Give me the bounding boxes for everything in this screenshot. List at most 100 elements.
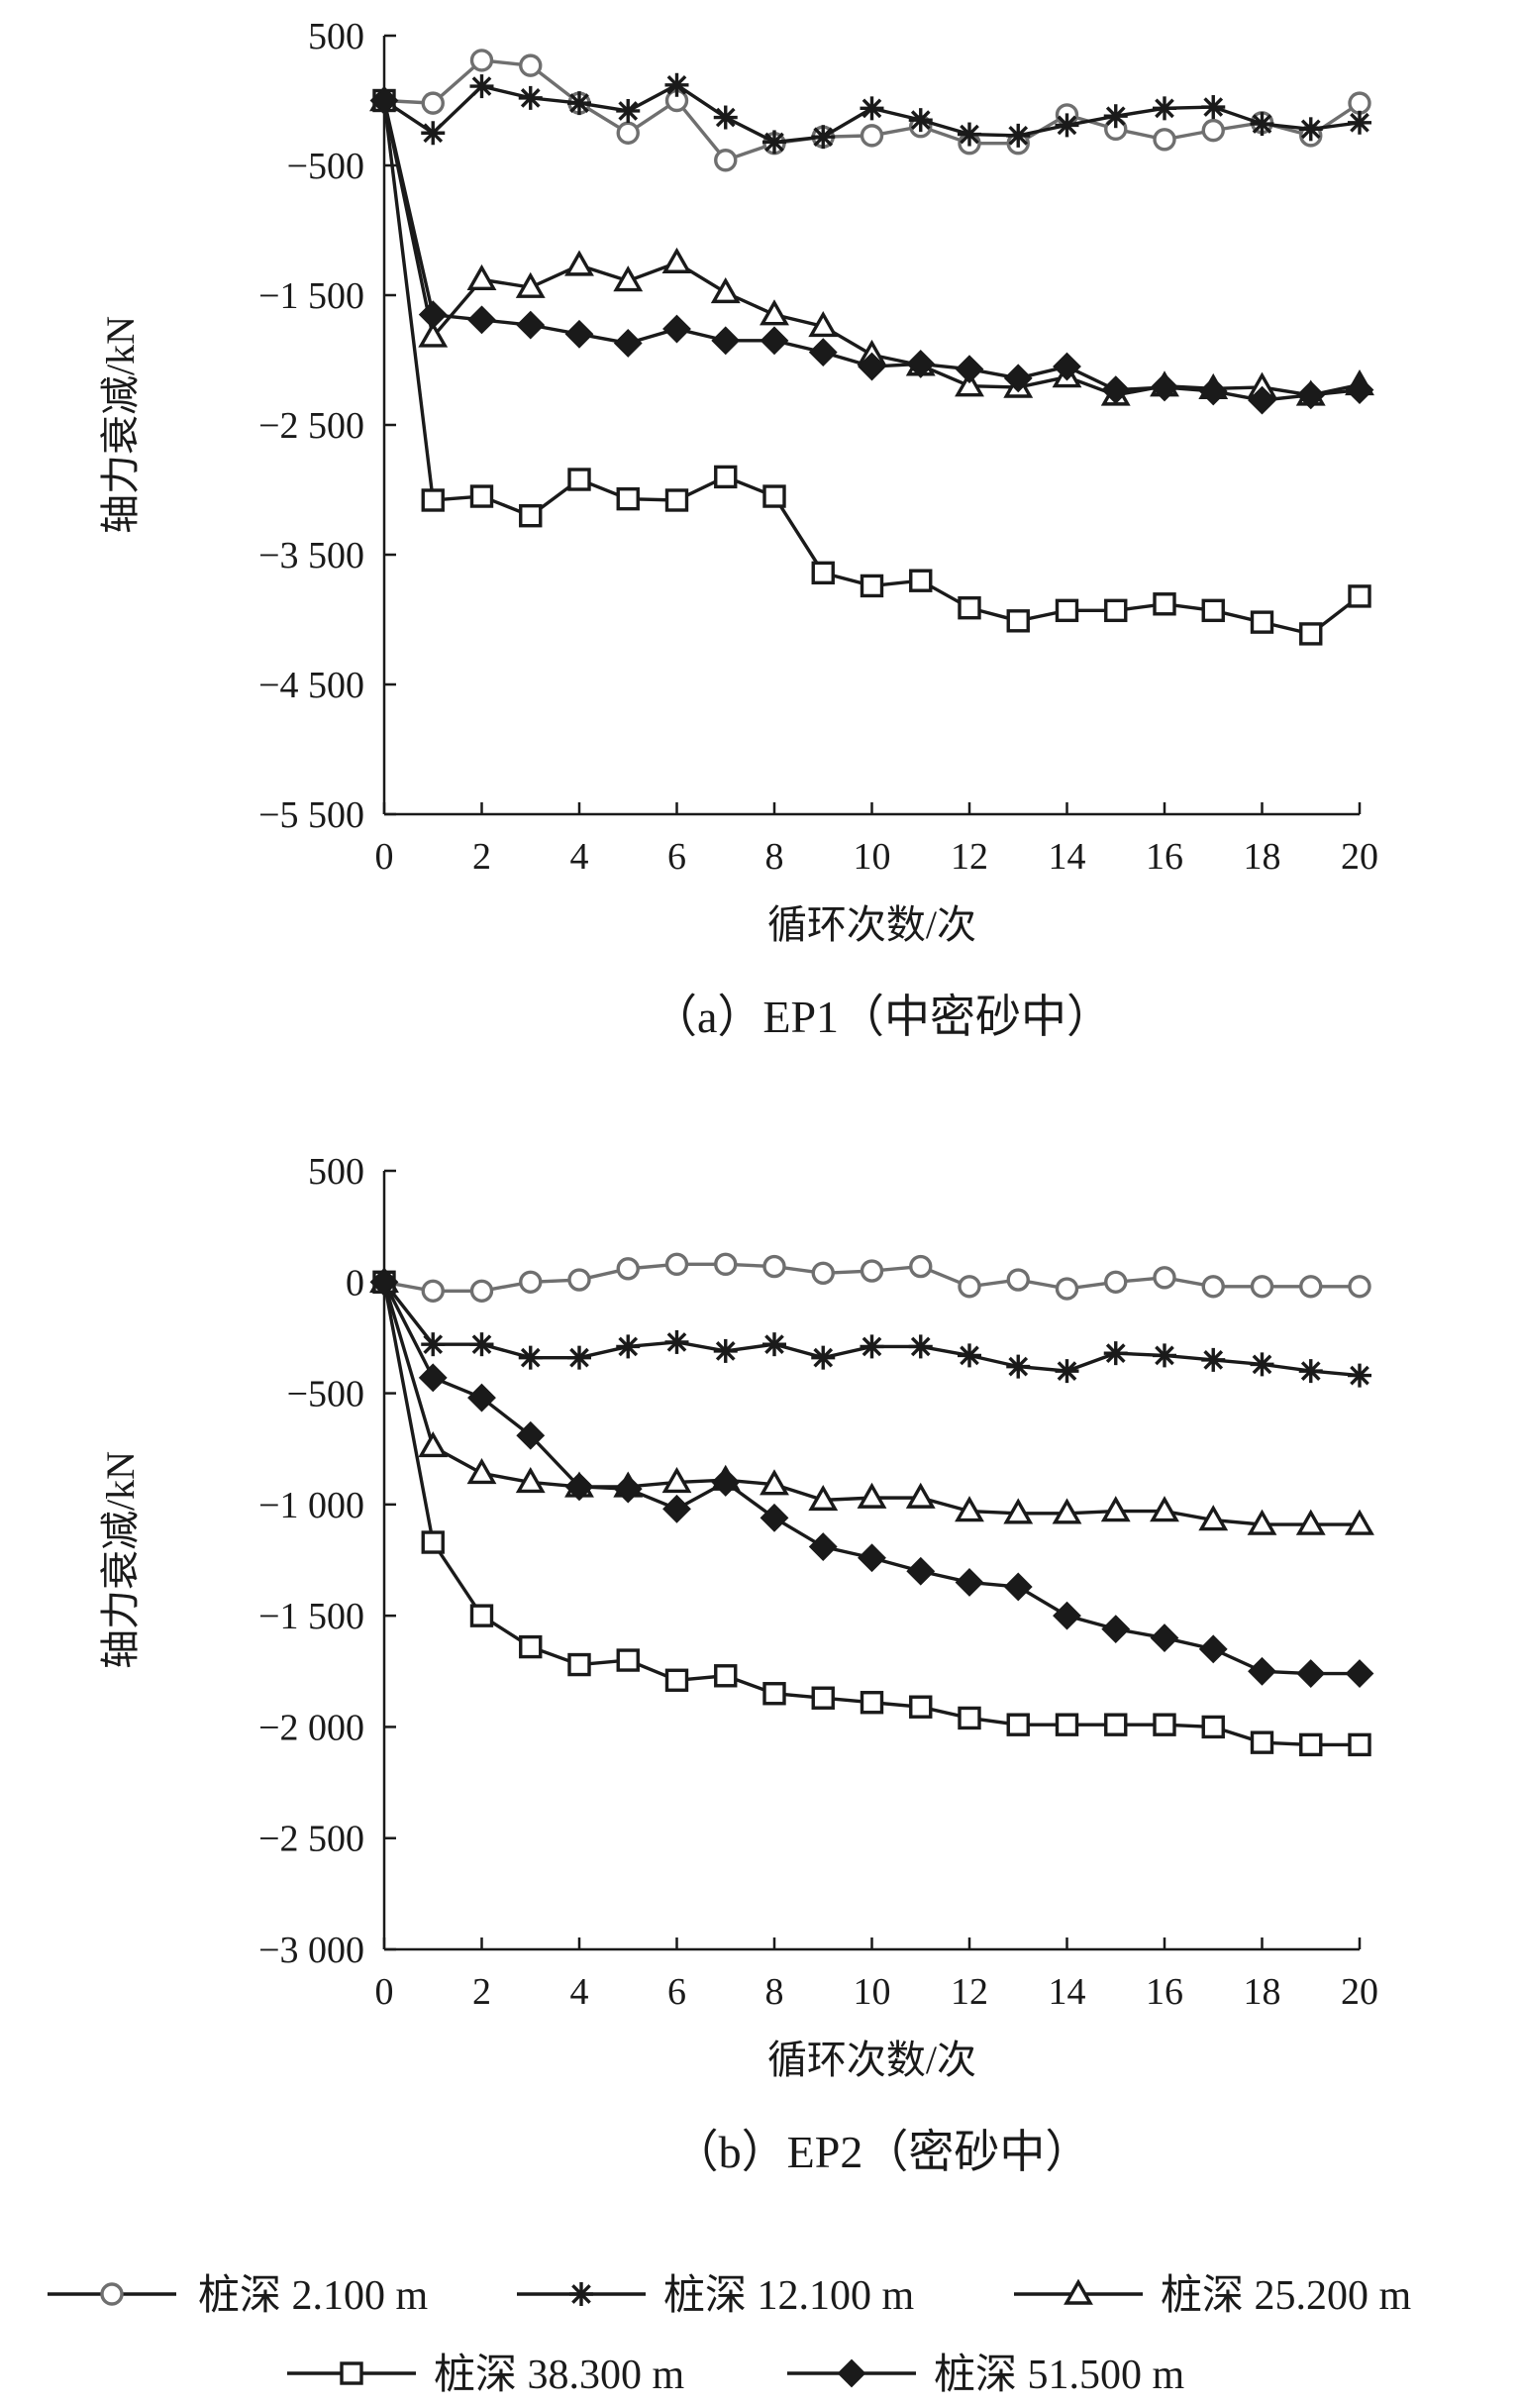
data-point xyxy=(1052,1498,1082,1524)
data-point xyxy=(564,1472,594,1502)
data-point xyxy=(808,1484,839,1512)
data-point xyxy=(811,1345,836,1370)
data-point xyxy=(515,1466,546,1494)
data-point xyxy=(1345,1659,1374,1688)
data-point xyxy=(860,1334,884,1359)
data-point xyxy=(1250,1730,1274,1754)
data-point xyxy=(1296,380,1326,410)
x-tick-label: 20 xyxy=(1341,836,1378,878)
data-point xyxy=(958,1275,981,1299)
x-tick-label: 16 xyxy=(1146,836,1183,878)
data-point xyxy=(1003,364,1033,393)
data-point xyxy=(519,1270,543,1294)
x-tick-label: 10 xyxy=(854,836,891,878)
data-point xyxy=(811,125,836,150)
data-point xyxy=(516,1420,546,1450)
data-point xyxy=(662,1494,691,1523)
series-diamond-filled xyxy=(369,1267,1374,1688)
data-point xyxy=(858,352,886,381)
data-point xyxy=(714,1664,738,1688)
data-point xyxy=(1153,1266,1176,1290)
data-point xyxy=(762,1254,786,1279)
data-point xyxy=(466,263,497,290)
data-point xyxy=(519,504,543,528)
data-point xyxy=(1153,96,1176,121)
legend-item: 桩深 51.500 m xyxy=(787,2353,1185,2398)
data-point xyxy=(1055,1277,1079,1301)
data-point xyxy=(906,350,936,378)
data-point xyxy=(905,1482,936,1509)
data-point xyxy=(1299,622,1323,646)
data-point xyxy=(760,1503,789,1532)
data-point xyxy=(1104,1713,1128,1736)
x-tick-label: 0 xyxy=(375,1971,394,2013)
data-point xyxy=(664,72,689,97)
data-point xyxy=(1103,104,1128,129)
data-point xyxy=(421,1279,445,1303)
series-triangle-open xyxy=(369,1266,1374,1535)
data-point xyxy=(1201,1347,1226,1372)
data-point xyxy=(1100,1496,1131,1522)
data-point xyxy=(955,370,984,397)
data-point xyxy=(616,1648,640,1672)
data-point xyxy=(1345,375,1374,405)
data-point xyxy=(711,1467,741,1497)
data-point xyxy=(1153,128,1176,152)
data-point xyxy=(860,1259,884,1283)
data-point xyxy=(811,561,835,585)
data-point xyxy=(664,1252,689,1277)
data-point xyxy=(661,1466,692,1494)
data-point xyxy=(1198,376,1228,406)
legend-label: 桩深 51.500 m xyxy=(934,2353,1185,2398)
data-point xyxy=(1296,1659,1326,1688)
data-point xyxy=(1150,1496,1179,1522)
series-star xyxy=(372,72,1371,155)
data-point xyxy=(1101,1615,1131,1644)
data-point xyxy=(958,1706,981,1730)
data-point xyxy=(1006,1354,1031,1379)
data-point xyxy=(467,305,496,335)
legend: 桩深 2.100 m 桩深 12.100 m 桩深 25.200 m 桩深 38.30… xyxy=(48,2273,1412,2398)
y-tick-label: −500 xyxy=(287,146,364,187)
chart-caption: （a）EP1（中密砂中） xyxy=(652,992,1112,1042)
data-point xyxy=(421,91,445,115)
data-point xyxy=(469,484,494,508)
data-point xyxy=(1250,610,1274,634)
data-point xyxy=(762,130,786,155)
data-point xyxy=(1348,1363,1371,1388)
data-point xyxy=(714,465,738,489)
data-point xyxy=(760,299,789,326)
x-tick-label: 16 xyxy=(1146,1971,1183,2013)
data-point xyxy=(1201,118,1225,143)
legend-item: 桩深 38.300 m xyxy=(287,2353,685,2398)
y-tick-label: −1 500 xyxy=(258,1596,364,1637)
data-point xyxy=(811,1686,835,1710)
legend-item: 桩深 2.100 m xyxy=(48,2273,429,2319)
data-point xyxy=(1055,598,1079,623)
data-point xyxy=(515,271,546,298)
data-point xyxy=(369,1267,399,1297)
data-point xyxy=(567,1652,591,1677)
data-point xyxy=(616,1334,641,1359)
data-point xyxy=(421,121,446,146)
data-point xyxy=(613,265,644,292)
data-point xyxy=(1250,1275,1274,1299)
y-tick-label: −2 500 xyxy=(258,1819,364,1860)
data-point xyxy=(1055,1359,1079,1384)
data-point xyxy=(469,1279,494,1303)
y-tick-label: −1 000 xyxy=(258,1485,364,1526)
data-point xyxy=(1150,372,1179,402)
data-point xyxy=(1153,592,1176,616)
y-axis-title: 轴力衰减/kN xyxy=(98,1451,143,1669)
data-point xyxy=(418,321,449,348)
data-point xyxy=(860,96,884,121)
data-point xyxy=(469,1332,494,1357)
data-point xyxy=(1198,1634,1228,1664)
data-point xyxy=(811,1261,835,1286)
series-diamond-filled xyxy=(369,86,1374,415)
data-point xyxy=(664,1329,689,1354)
data-point xyxy=(1248,1656,1276,1686)
data-point xyxy=(906,1556,936,1586)
series-star xyxy=(372,1270,1371,1388)
data-point xyxy=(857,1482,887,1509)
